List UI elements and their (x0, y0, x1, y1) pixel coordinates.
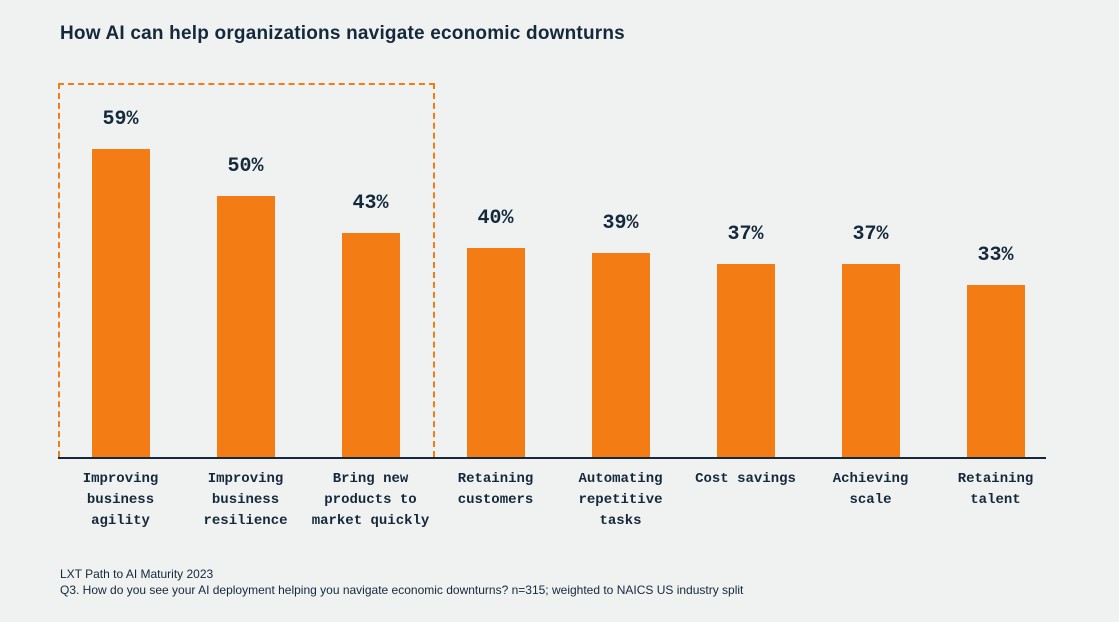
bar (716, 264, 775, 457)
category-label: Achieving scale (832, 471, 909, 508)
bar-column: 37% (808, 223, 933, 457)
bar-value-label: 50% (227, 155, 264, 178)
bar-value-label: 43% (352, 192, 389, 215)
bar (591, 253, 650, 457)
bar-column: 50% (183, 155, 308, 457)
bar-column: 33% (933, 244, 1058, 457)
footnote: LXT Path to AI Maturity 2023 Q3. How do … (60, 566, 743, 598)
bar-column: 43% (308, 192, 433, 457)
category-label: Retaining talent (957, 471, 1034, 508)
bar-column: 39% (558, 212, 683, 457)
bar-value-label: 39% (602, 212, 639, 235)
category-label: Improving business agility (82, 471, 159, 529)
bar (216, 196, 275, 457)
bar (841, 264, 900, 457)
footnote-source: LXT Path to AI Maturity 2023 (60, 567, 214, 581)
x-axis-line (58, 457, 1046, 459)
bar (341, 233, 400, 457)
bar (91, 149, 150, 457)
bar-chart: 59% 50% 43% 40% 39% 37% 37% 33% (58, 108, 1058, 457)
bar-value-label: 33% (977, 244, 1014, 267)
category-axis-labels: Improving business agility Improving busi… (58, 469, 1058, 532)
bar-column: 40% (433, 207, 558, 457)
category-label: Improving business resilience (203, 471, 288, 529)
category-label: Bring new products to market quickly (311, 471, 430, 529)
bar-value-label: 37% (852, 223, 889, 246)
bar-column: 59% (58, 108, 183, 457)
category-label: Retaining customers (457, 471, 534, 508)
bar-value-label: 40% (477, 207, 514, 230)
bar-column: 37% (683, 223, 808, 457)
bar (966, 285, 1025, 457)
bar (466, 248, 525, 457)
chart-title: How AI can help organizations navigate e… (60, 23, 625, 44)
category-label: Cost savings (695, 471, 796, 487)
category-label: Automating repetitive tasks (578, 471, 663, 529)
bar-value-label: 59% (102, 108, 139, 131)
bar-value-label: 37% (727, 223, 764, 246)
footnote-question: Q3. How do you see your AI deployment he… (60, 583, 744, 597)
dashed-highlight-box (58, 83, 435, 457)
